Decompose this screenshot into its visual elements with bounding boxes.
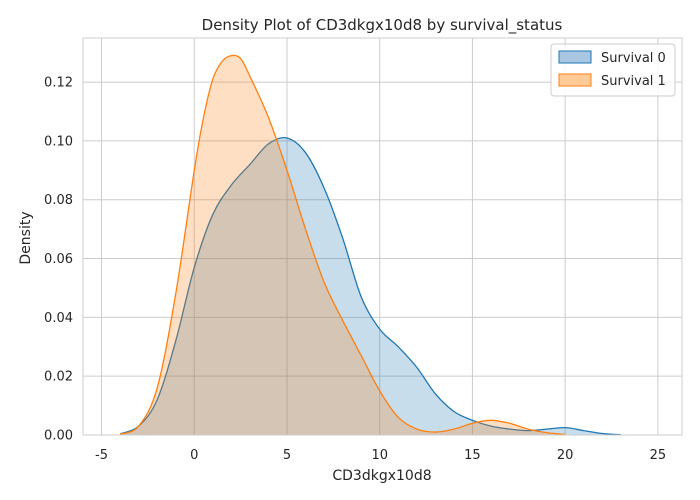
y-tick-labels: 0.00 0.02 0.04 0.06 0.08 0.10 0.12 <box>44 76 73 444</box>
y-tick-label: 0.10 <box>44 134 73 149</box>
x-tick-label: 15 <box>464 448 481 463</box>
x-tick-label: -5 <box>95 448 108 463</box>
x-tick-label: 5 <box>283 448 291 463</box>
y-tick-label: 0.02 <box>44 370 73 385</box>
legend: Survival 0 Survival 1 <box>550 43 676 97</box>
x-gridlines <box>101 38 659 435</box>
x-tick-label: 0 <box>190 448 198 463</box>
legend-swatch-survival-1 <box>558 73 592 87</box>
y-tick-label: 0.06 <box>44 252 73 267</box>
x-axis-title: CD3dkgx10d8 <box>332 468 431 484</box>
x-tick-labels: -5 0 5 10 15 20 25 <box>95 448 666 463</box>
x-tick-label: 10 <box>371 448 388 463</box>
legend-label-survival-1: Survival 1 <box>601 74 666 89</box>
density-line-survival-1 <box>119 54 566 436</box>
density-line-survival-0 <box>119 136 621 436</box>
density-area-survival-1 <box>120 55 566 436</box>
y-tick-label: 0.12 <box>44 76 73 91</box>
legend-label-survival-0: Survival 0 <box>601 51 666 66</box>
y-tick-label: 0.04 <box>44 311 73 326</box>
x-tick-label: 25 <box>650 448 667 463</box>
x-tick-label: 20 <box>557 448 574 463</box>
series-layer <box>119 54 621 436</box>
plot-frame <box>82 37 683 436</box>
y-tick-label: 0.08 <box>44 193 73 208</box>
legend-swatch-survival-0 <box>558 50 592 64</box>
density-area-survival-0 <box>120 137 621 435</box>
y-tick-label: 0.00 <box>44 429 73 444</box>
y-axis-title: Density <box>18 211 34 264</box>
chart-title: Density Plot of CD3dkgx10d8 by survival_… <box>202 16 563 35</box>
